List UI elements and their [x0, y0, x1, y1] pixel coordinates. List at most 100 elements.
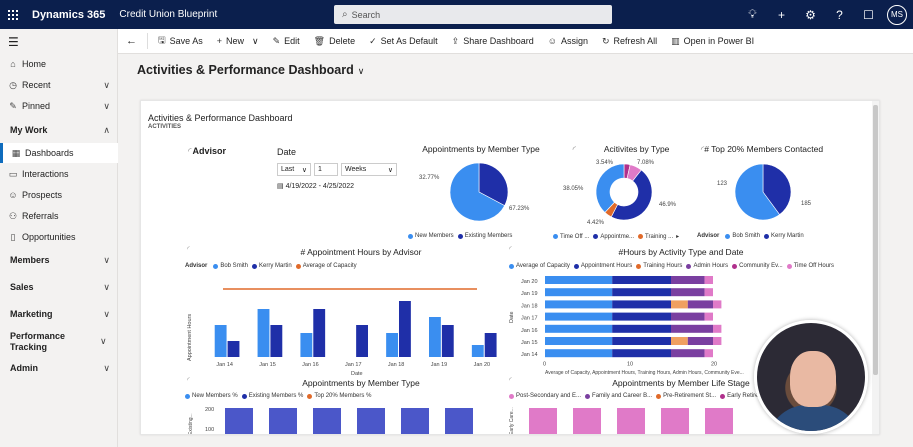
stacked-bar-segment[interactable] — [671, 276, 705, 284]
bar[interactable] — [529, 408, 557, 435]
bar-chart-appointment-hours[interactable]: Appointment Hours Date Jan 14 Jan 15 Jan 1… — [185, 271, 510, 379]
pie-slice[interactable] — [762, 163, 792, 216]
sidebar-item-referrals[interactable]: ⚇ Referrals — [0, 206, 118, 226]
bar[interactable] — [471, 345, 484, 357]
chevron-up-icon[interactable]: ∧ — [103, 125, 110, 135]
bar[interactable] — [225, 408, 253, 435]
stacked-bar-segment[interactable] — [713, 300, 722, 309]
stacked-bar-segment[interactable] — [671, 300, 688, 309]
stacked-bar-segment[interactable] — [704, 349, 713, 358]
bar[interactable] — [441, 325, 454, 357]
chevron-down-icon[interactable]: ∨ — [103, 363, 110, 373]
stacked-bar-segment[interactable] — [612, 276, 671, 284]
chevron-down-icon[interactable]: ∨ — [251, 35, 259, 46]
pie-slice[interactable] — [734, 163, 780, 221]
stacked-bar-segment[interactable] — [612, 349, 671, 358]
sidebar-item-pinned[interactable]: ✎ Pinned ∨ — [0, 96, 118, 116]
stacked-bar-segment[interactable] — [687, 300, 713, 309]
avatar[interactable]: MS — [887, 4, 907, 25]
stacked-bar-segment[interactable] — [545, 276, 613, 284]
pie-slice[interactable] — [478, 162, 509, 207]
sidebar-group-performance-tracking[interactable]: Performance Tracking — [10, 331, 80, 353]
stacked-bar-segment[interactable] — [704, 288, 713, 297]
stacked-bar-segment[interactable] — [713, 324, 722, 333]
app-name[interactable]: Dynamics 365 — [32, 8, 106, 21]
bar[interactable] — [429, 317, 441, 357]
chevron-down-icon[interactable]: ∨ — [103, 79, 110, 90]
pie-slice[interactable] — [595, 163, 625, 213]
set-as-default-button[interactable]: ✓ Set As Default — [369, 36, 438, 47]
back-arrow-icon[interactable]: ← — [126, 35, 137, 47]
chevron-down-icon[interactable]: ∨ — [103, 309, 110, 319]
sidebar-item-recent[interactable]: ◷ Recent ∨ — [0, 75, 118, 95]
dashboard-scrollbar[interactable] — [872, 101, 879, 434]
chevron-down-icon[interactable]: ∨ — [357, 66, 365, 76]
refresh-all-button[interactable]: ↻ Refresh All — [602, 36, 657, 47]
gear-icon[interactable]: ⚙ — [805, 7, 816, 22]
stacked-bar-segment[interactable] — [545, 288, 613, 297]
stacked-bar-segment[interactable] — [545, 324, 613, 333]
bar[interactable] — [705, 408, 733, 435]
sidebar-item-opportunities[interactable]: ▯ Opportunities — [0, 227, 118, 247]
stacked-bar-segment[interactable] — [612, 324, 671, 333]
bar[interactable] — [313, 309, 326, 357]
date-unit-select[interactable]: Weeks ∨ — [341, 163, 397, 176]
date-range[interactable]: ▤ 4/19/2022 - 4/25/2022 — [277, 182, 354, 190]
bar[interactable] — [356, 325, 368, 357]
bar[interactable] — [399, 301, 411, 357]
app-area-name[interactable]: Credit Union Blueprint — [119, 9, 218, 20]
help-icon[interactable]: ? — [836, 7, 843, 22]
stacked-bar-segment[interactable] — [671, 337, 688, 345]
stacked-bar-segment[interactable] — [612, 312, 671, 321]
stacked-bar-segment[interactable] — [704, 276, 713, 284]
sidebar-item-prospects[interactable]: ☺ Prospects — [0, 185, 118, 205]
chat-icon[interactable]: ☐ — [863, 7, 874, 22]
stacked-bar-segment[interactable] — [612, 288, 671, 297]
open-in-power-bi-button[interactable]: ▥ Open in Power BI — [671, 36, 754, 47]
lightbulb-icon[interactable]: 💡︎ — [748, 7, 757, 21]
pie-chart-member-type[interactable]: 32.77% 67.23% — [403, 156, 553, 246]
legend-scroll-icon[interactable]: ▸ — [676, 234, 680, 240]
plus-icon[interactable]: + — [777, 7, 785, 22]
sidebar-group-my-work[interactable]: My Work ∧ — [10, 125, 118, 135]
bar[interactable] — [484, 333, 497, 357]
sidebar-item-dashboards[interactable]: ▦ Dashboards — [0, 143, 118, 163]
stacked-bar-chart-activity-hours[interactable]: Date Average of Capacity, Appointment Ho… — [507, 271, 769, 379]
stacked-bar-segment[interactable] — [671, 349, 705, 358]
bar[interactable] — [270, 325, 283, 357]
bar[interactable] — [661, 408, 689, 435]
page-title[interactable]: Activities & Performance Dashboard ∨ — [137, 63, 364, 77]
sidebar-group-members[interactable]: Members ∨ — [10, 255, 118, 265]
assign-button[interactable]: ☺ Assign — [548, 36, 588, 46]
bar[interactable] — [313, 408, 341, 435]
bar[interactable] — [257, 309, 270, 357]
bar[interactable] — [227, 341, 240, 357]
search-input[interactable]: ⌕ Search — [334, 5, 612, 24]
bar[interactable] — [357, 408, 385, 435]
sidebar-item-interactions[interactable]: ▭ Interactions — [0, 164, 118, 184]
save-as-button[interactable]: 🖫︎ Save As — [158, 33, 203, 49]
bar[interactable] — [269, 408, 297, 435]
share-dashboard-button[interactable]: ⇪ Share Dashboard — [452, 36, 534, 47]
bar[interactable] — [573, 408, 601, 435]
date-mode-select[interactable]: Last ∨ — [277, 163, 311, 176]
stacked-bar-segment[interactable] — [687, 337, 713, 345]
pie-slice[interactable] — [449, 162, 506, 222]
scrollbar-thumb[interactable] — [873, 105, 878, 375]
stacked-bar-segment[interactable] — [671, 324, 713, 333]
chevron-down-icon[interactable]: ∨ — [103, 100, 110, 111]
bar[interactable] — [445, 408, 473, 435]
stacked-bar-segment[interactable] — [612, 300, 671, 309]
sidebar-item-home[interactable]: ⌂ Home — [0, 54, 118, 74]
stacked-bar-segment[interactable] — [671, 288, 705, 297]
hamburger-menu-icon[interactable]: ☰ — [8, 35, 19, 49]
edit-button[interactable]: ✎ Edit — [273, 36, 300, 47]
sidebar-group-sales[interactable]: Sales ∨ — [10, 282, 118, 292]
stacked-bar-segment[interactable] — [545, 337, 613, 345]
donut-chart-activities[interactable]: 3.54% 7.08% 38.05% 46.9% 4.42% — [551, 156, 691, 236]
pie-slice[interactable] — [610, 169, 653, 221]
delete-button[interactable]: 🗑︎ Delete — [314, 36, 355, 47]
stacked-bar-segment[interactable] — [545, 300, 613, 309]
app-launcher-icon[interactable] — [0, 0, 26, 29]
pie-chart-top-members[interactable]: 123 185 — [703, 156, 823, 236]
